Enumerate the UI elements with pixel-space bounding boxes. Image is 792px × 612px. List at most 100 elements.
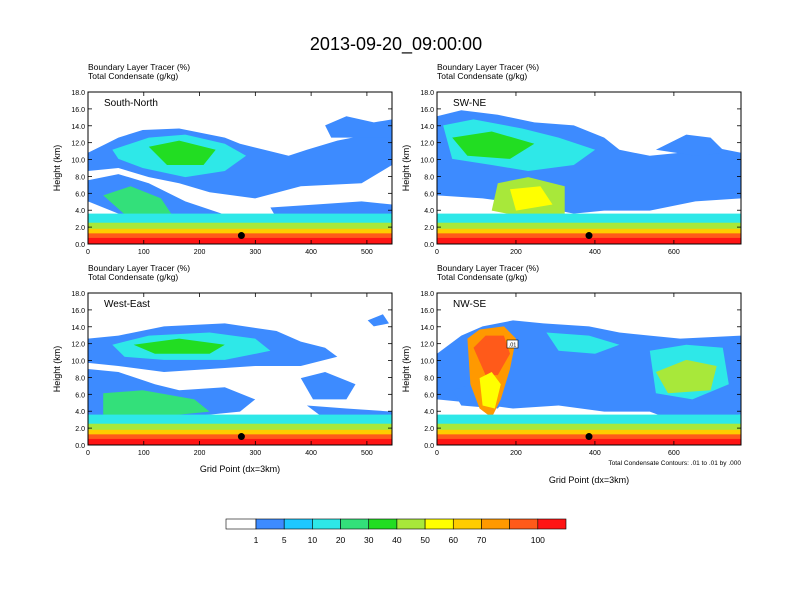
colorbar-swatch	[368, 518, 398, 530]
colorbar-label: 70	[477, 535, 487, 545]
tracer-region	[103, 186, 174, 220]
y-tick-label: 10.0	[420, 359, 434, 366]
y-tick-label: 2.0	[75, 225, 85, 232]
contour-label: .01	[506, 339, 519, 349]
tracer-region	[325, 116, 392, 138]
y-tick-label: 16.0	[420, 308, 434, 315]
y-tick-label: 8.0	[424, 174, 434, 181]
y-tick-label: 10.0	[71, 158, 85, 165]
location-marker	[237, 433, 245, 441]
y-tick-label: 4.0	[424, 409, 434, 416]
boundary-layer-band	[437, 438, 741, 445]
panel-header-line: Total Condensate (g/kg)	[88, 272, 178, 282]
y-axis-label: Height (km)	[401, 346, 411, 393]
colorbar-label: 60	[449, 535, 459, 545]
x-tick-label: 200	[194, 450, 206, 457]
y-tick-label: 0.0	[424, 443, 434, 450]
x-tick-label: 300	[249, 450, 261, 457]
tracer-region	[367, 314, 389, 327]
colorbar-swatch	[225, 518, 257, 530]
colorbar-swatch	[537, 518, 567, 530]
x-tick-label: 400	[589, 450, 601, 457]
tracer-region	[452, 131, 535, 159]
tracer-region	[133, 338, 225, 354]
panel-1: Boundary Layer Tracer (%)Total Condensat…	[52, 62, 393, 256]
panel-header-line: Boundary Layer Tracer (%)	[437, 263, 539, 273]
tracer-region	[103, 390, 210, 418]
y-tick-label: 6.0	[75, 392, 85, 399]
tracer-region	[655, 359, 717, 394]
y-tick-label: 6.0	[75, 191, 85, 198]
panel-label: SW-NE	[453, 98, 486, 109]
plot-frame	[87, 292, 393, 446]
tracer-region	[510, 186, 553, 211]
colorbar-label: 10	[308, 535, 318, 545]
colorbar-swatch	[424, 518, 454, 530]
panel-header-line: Total Condensate (g/kg)	[437, 71, 527, 81]
panel-label: West-East	[104, 299, 150, 310]
y-tick-label: 4.0	[75, 409, 85, 416]
location-marker	[237, 232, 245, 240]
y-tick-label: 6.0	[424, 392, 434, 399]
colorbar: 1 5 10 20 30 40 50 60 70 100	[225, 518, 567, 545]
panel-header-line: Boundary Layer Tracer (%)	[88, 62, 190, 72]
y-tick-label: 2.0	[424, 225, 434, 232]
boundary-layer-band	[88, 237, 392, 244]
colorbar-label: 20	[336, 535, 346, 545]
y-tick-label: 10.0	[420, 158, 434, 165]
x-tick-label: 0	[435, 450, 439, 457]
x-tick-label: 400	[305, 249, 317, 256]
y-tick-label: 2.0	[424, 426, 434, 433]
y-tick-label: 12.0	[71, 141, 85, 148]
contour-footnote: Total Condensate Contours: .01 to .01 by…	[608, 460, 741, 467]
panel-header-line: Total Condensate (g/kg)	[88, 71, 178, 81]
tracer-region	[300, 372, 356, 400]
y-axis-label: Height (km)	[52, 346, 62, 393]
y-tick-label: 4.0	[75, 208, 85, 215]
panel-4: Boundary Layer Tracer (%) Total Condensat…	[401, 263, 742, 485]
plot-frame	[436, 292, 742, 446]
contour-label-text: .01	[509, 343, 517, 349]
location-marker	[585, 232, 593, 240]
plot-area	[437, 293, 741, 445]
y-tick-label: 12.0	[420, 141, 434, 148]
tracer-region	[479, 372, 501, 409]
plot-area	[88, 293, 392, 445]
y-tick-label: 18.0	[71, 291, 85, 298]
contour-label-box	[506, 339, 519, 349]
x-tick-label: 300	[249, 249, 261, 256]
y-tick-label: 14.0	[71, 325, 85, 332]
x-tick-label: 0	[86, 249, 90, 256]
x-tick-label: 400	[305, 450, 317, 457]
y-tick-label: 18.0	[420, 291, 434, 298]
location-marker	[585, 433, 593, 441]
y-tick-label: 0.0	[75, 443, 85, 450]
figure-title: 2013-09-20_09:00:00	[310, 34, 482, 55]
colorbar-swatch	[340, 518, 370, 530]
colorbar-swatch	[481, 518, 510, 530]
y-tick-label: 6.0	[424, 191, 434, 198]
tracer-region	[655, 134, 726, 156]
x-tick-label: 100	[138, 450, 150, 457]
y-tick-label: 12.0	[420, 342, 434, 349]
y-tick-label: 0.0	[424, 242, 434, 249]
boundary-layer-band	[88, 438, 392, 445]
colorbar-label: 40	[392, 535, 402, 545]
y-tick-label: 18.0	[420, 90, 434, 97]
y-tick-label: 4.0	[424, 208, 434, 215]
x-tick-label: 200	[510, 450, 522, 457]
boundary-layer-band	[437, 237, 741, 244]
y-tick-label: 0.0	[75, 242, 85, 249]
x-tick-label: 0	[86, 450, 90, 457]
panel-2: Boundary Layer Tracer (%)Total Condensat…	[401, 62, 742, 256]
colorbar-label: 50	[420, 535, 430, 545]
colorbar-swatch	[509, 518, 539, 530]
panel-label: NW-SE	[453, 299, 486, 310]
y-tick-label: 8.0	[424, 375, 434, 382]
x-tick-label: 200	[510, 249, 522, 256]
y-tick-label: 2.0	[75, 426, 85, 433]
y-tick-label: 14.0	[71, 124, 85, 131]
colorbar-swatch	[312, 518, 341, 530]
colorbar-label: 30	[364, 535, 374, 545]
y-tick-label: 14.0	[420, 325, 434, 332]
